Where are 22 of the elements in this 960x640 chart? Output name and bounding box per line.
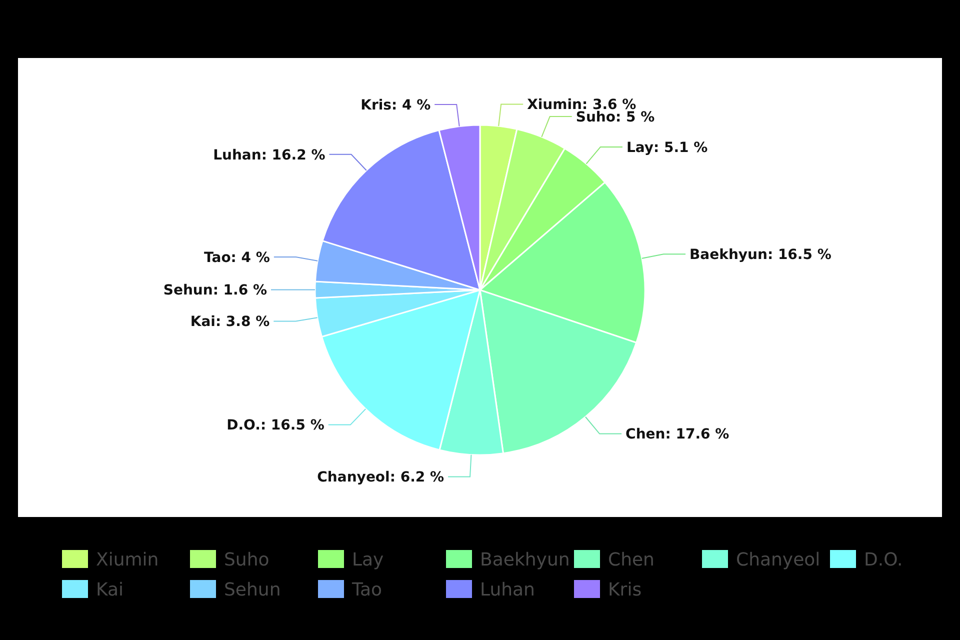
data-label: Tao: 4 % <box>204 250 270 266</box>
data-label: Chanyeol: 6.2 % <box>317 470 444 486</box>
legend-label: Chanyeol <box>736 549 820 570</box>
data-label: Luhan: 16.2 % <box>213 147 326 164</box>
legend-label: Kris <box>608 579 642 600</box>
legend-label: Xiumin <box>96 549 159 570</box>
legend-label: Suho <box>224 549 270 570</box>
legend-label: Tao <box>351 579 382 600</box>
legend-label: Kai <box>96 579 124 600</box>
data-label: Sehun: 1.6 % <box>163 282 267 299</box>
legend-label: D.O. <box>864 549 903 570</box>
data-label: Baekhyun: 16.5 % <box>690 247 832 264</box>
data-label: D.O.: 16.5 % <box>226 418 324 434</box>
data-label: Kai: 3.8 % <box>190 314 270 330</box>
legend-label: Sehun <box>224 579 281 600</box>
legend-label: Chen <box>608 549 654 570</box>
data-label: Lay: 5.1 % <box>626 140 708 156</box>
legend-label: Baekhyun <box>480 549 570 570</box>
legend-label: Luhan <box>480 579 535 600</box>
data-label: Kris: 4 % <box>360 97 431 114</box>
data-label: Chen: 17.6 % <box>626 426 730 443</box>
legend-label: Lay <box>352 549 384 570</box>
